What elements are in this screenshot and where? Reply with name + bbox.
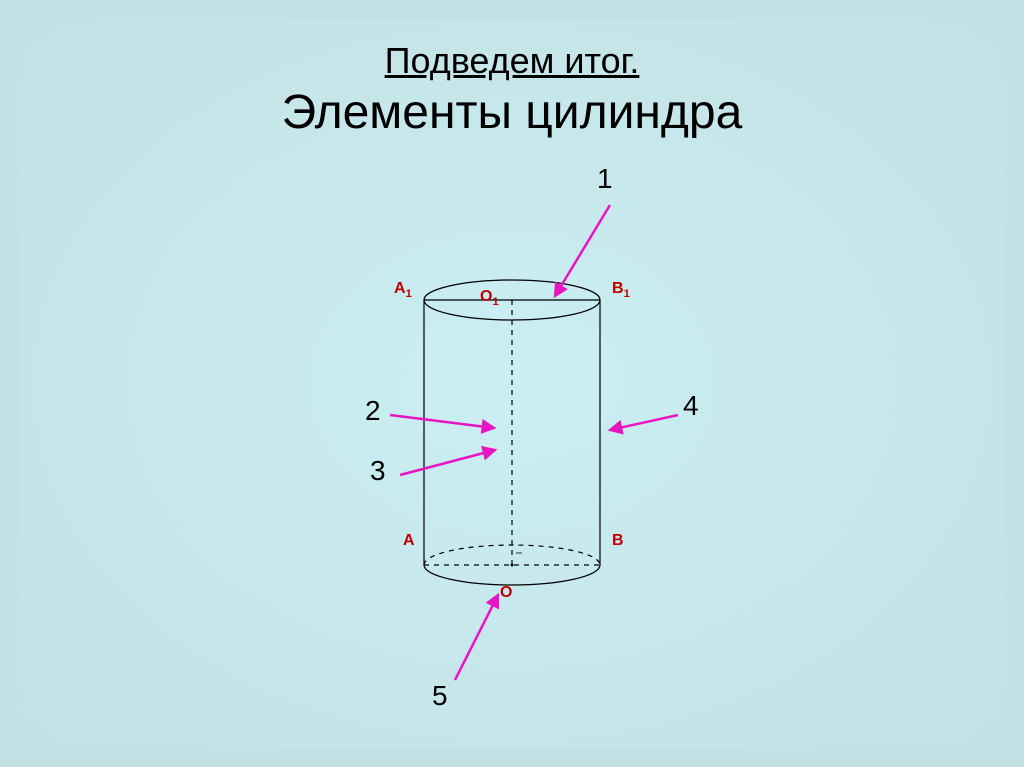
number-label-2: 2 bbox=[365, 395, 381, 427]
point-label-B1: B1 bbox=[612, 280, 630, 300]
point-label-A1: A1 bbox=[394, 280, 412, 300]
slide: Подведем итог. Элементы цилиндра A1O1B1A… bbox=[0, 0, 1024, 767]
point-label-A: A bbox=[403, 532, 415, 550]
number-label-3: 3 bbox=[370, 455, 386, 487]
number-label-1: 1 bbox=[597, 163, 613, 195]
slide-title: Элементы цилиндра bbox=[0, 85, 1024, 140]
number-label-5: 5 bbox=[432, 680, 448, 712]
point-label-B: B bbox=[612, 532, 624, 550]
point-label-O1: O1 bbox=[480, 288, 499, 308]
number-label-4: 4 bbox=[683, 390, 699, 422]
point-label-O: O bbox=[500, 584, 512, 602]
slide-subtitle: Подведем итог. bbox=[0, 40, 1024, 82]
